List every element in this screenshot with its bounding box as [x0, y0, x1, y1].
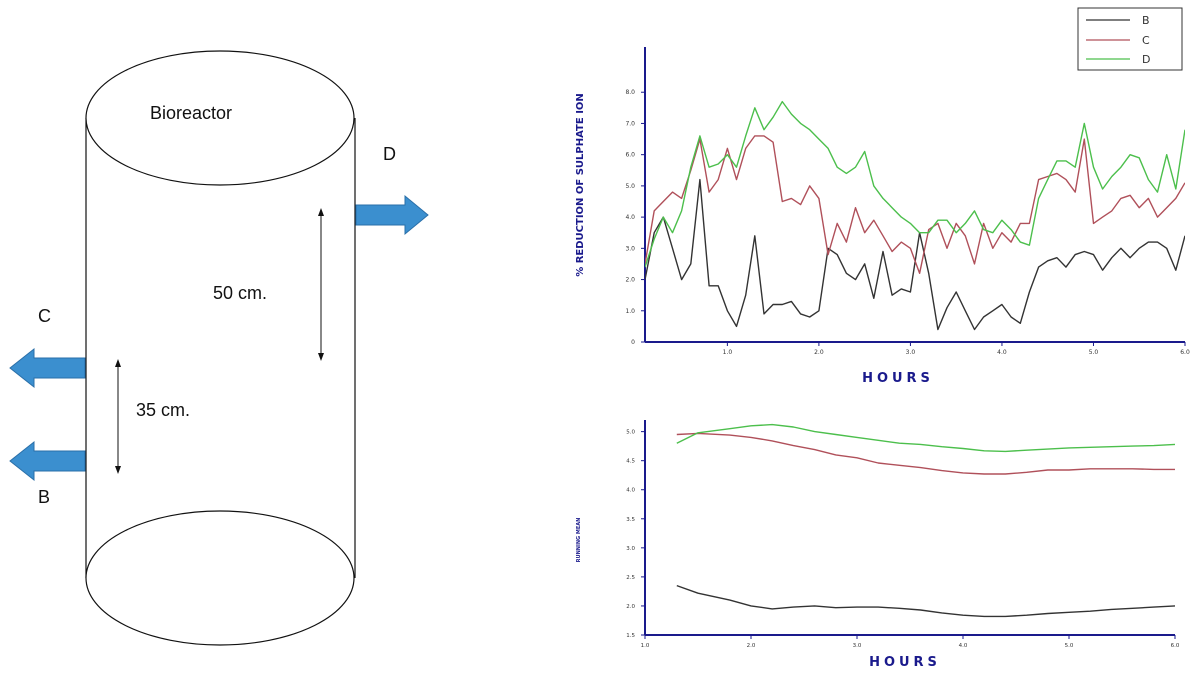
chart-1-x-tick-label: 4.0 [997, 349, 1007, 356]
outlet-d-label: D [383, 144, 396, 164]
chart-1-y-axis-title: % REDUCTION OF SULPHATE ION [575, 93, 586, 277]
chart-1-y-tick-label: 5.0 [625, 183, 635, 190]
chart-2-x-tick-label: 2.0 [747, 643, 756, 649]
chart-1-x-tick-label: 2.0 [814, 349, 824, 356]
chart-2-y-tick-label: 3.5 [626, 517, 635, 523]
chart-2-y-axis-title: RUNNING MEAN [576, 518, 582, 563]
dimension-35cm-label: 35 cm. [136, 400, 190, 420]
chart-1-y-tick-label: 4.0 [625, 214, 635, 221]
chart-2-y-tick-label: 3.0 [626, 546, 635, 552]
chart-2-series-d-line [676, 423, 1175, 453]
chart-2: 1.5 2.0 2.5 3.0 3.5 4.0 4.5 5.0 1.0 2.0 3.0 4.0 5.0… [576, 420, 1180, 670]
chart-2-axes [644, 420, 1175, 636]
chart-1-y-tick-label: 1.0 [625, 308, 635, 315]
chart-2-y-tick-label: 4.5 [626, 459, 635, 465]
chart-2-x-tick-label: 6.0 [1171, 643, 1180, 649]
chart-2-x-tick-label: 1.0 [641, 643, 650, 649]
chart-1-x-tick-label: 6.0 [1180, 349, 1190, 356]
chart-1-y-tick-label: 6.0 [625, 152, 635, 159]
chart-2-y-tick-label: 2.0 [626, 604, 635, 610]
cylinder-top-ellipse [85, 50, 355, 186]
chart-1-series-c-line [645, 135, 1185, 274]
chart-2-x-tick-label: 3.0 [853, 643, 862, 649]
chart-1-series-b-line [645, 178, 1185, 331]
chart-2-x-axis-title: HOURS [869, 655, 941, 670]
chart-1-y-tick-label: 8.0 [625, 89, 635, 96]
chart-2-x-tick-label: 5.0 [1065, 643, 1074, 649]
outlet-b-arrow-icon [9, 440, 86, 482]
outlet-c-label: C [38, 306, 51, 326]
chart-1-y-tick-label: 2.0 [625, 277, 635, 284]
chart-1-y-tick-label: 0 [631, 339, 635, 346]
legend-d-label: D [1142, 53, 1150, 66]
legend-b-label: B [1142, 14, 1150, 27]
dimension-35cm-arrow-icon [115, 359, 121, 474]
chart-2-series-c-line [676, 432, 1175, 475]
chart-1-y-tick-label: 3.0 [625, 245, 635, 252]
dimension-50cm-arrow-icon [318, 208, 324, 361]
chart-2-y-tick-label: 2.5 [626, 575, 635, 581]
outlet-c-arrow-icon [9, 347, 86, 389]
chart-2-y-tick-label: 5.0 [626, 430, 635, 436]
chart-1: 0 1.0 2.0 3.0 4.0 5.0 6.0 7.0 8.0 1.0 2.0 3.0 4.0 5.… [575, 7, 1190, 386]
bioreactor-diagram: Bioreactor D C B 50 cm. 35 cm. [9, 50, 429, 646]
chart-2-y-tick-label: 1.5 [626, 633, 635, 639]
outlet-d-arrow-icon [355, 194, 429, 236]
dimension-50cm-label: 50 cm. [213, 283, 267, 303]
chart-1-y-tick-label: 7.0 [625, 120, 635, 127]
legend-c-label: C [1142, 34, 1150, 47]
outlet-b-label: B [38, 487, 50, 507]
chart-2-x-tick-label: 4.0 [959, 643, 968, 649]
cylinder-bottom-ellipse [85, 510, 355, 646]
chart-1-x-tick-label: 1.0 [723, 349, 733, 356]
chart-2-y-tick-label: 4.0 [626, 488, 635, 494]
bioreactor-label: Bioreactor [150, 103, 232, 123]
chart-1-legend: B C D [1077, 7, 1183, 71]
chart-2-series-b-line [676, 584, 1175, 618]
chart-1-series-d-line [645, 100, 1185, 268]
chart-1-x-tick-label: 5.0 [1089, 349, 1099, 356]
chart-1-x-axis-title: HOURS [862, 371, 934, 386]
chart-1-x-tick-label: 3.0 [906, 349, 916, 356]
chart-1-axes [644, 47, 1185, 343]
